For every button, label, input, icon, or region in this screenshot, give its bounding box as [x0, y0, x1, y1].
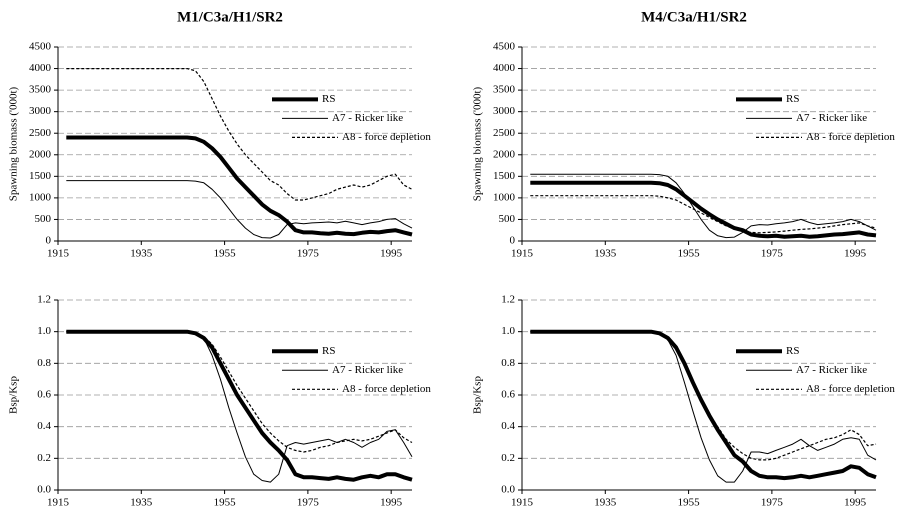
y-tick-label: 0.4	[501, 420, 515, 432]
x-tick-label: 1935	[594, 248, 617, 260]
x-tick-label: 1995	[380, 248, 403, 260]
series-line	[66, 180, 413, 239]
y-tick-label: 3500	[29, 84, 52, 96]
legend-label: A8 - force depletion	[806, 383, 895, 395]
x-tick-label: 1935	[594, 497, 617, 509]
y-tick-label: 1500	[29, 170, 52, 182]
y-tick-label: 0.6	[37, 389, 51, 401]
y-tick-label: 1000	[29, 191, 52, 203]
x-tick-label: 1935	[130, 248, 153, 260]
y-tick-label: 0.8	[501, 357, 515, 369]
series-line	[66, 331, 413, 453]
y-tick-label: 1.2	[501, 294, 515, 306]
y-tick-label: 3000	[493, 105, 516, 117]
legend-label: RS	[786, 93, 799, 105]
y-tick-label: 0.2	[501, 452, 515, 464]
series-line	[66, 331, 413, 483]
x-tick-label: 1975	[761, 248, 784, 260]
y-tick-label: 1500	[493, 170, 516, 182]
series-line	[530, 173, 877, 239]
y-tick-label: 0	[46, 235, 52, 247]
legend-label: RS	[786, 345, 799, 357]
y-tick-label: 4500	[29, 41, 52, 53]
legend-label: A8 - force depletion	[342, 383, 431, 395]
chart-title: M4/C3a/H1/SR2	[641, 9, 747, 25]
x-tick-label: 1975	[761, 497, 784, 509]
legend-label: A7 - Ricker like	[332, 112, 403, 124]
y-axis-label: Spawning biomass ('000t)	[472, 86, 484, 201]
series-line	[530, 195, 877, 234]
y-tick-label: 0.4	[37, 420, 51, 432]
y-axis-label: Spawning biomass ('000t)	[8, 86, 20, 201]
x-tick-label: 1955	[214, 248, 237, 260]
y-tick-label: 3000	[29, 105, 52, 117]
y-tick-label: 1.0	[501, 325, 515, 337]
legend-label: RS	[322, 345, 335, 357]
x-tick-label: 1955	[678, 497, 701, 509]
legend-label: A7 - Ricker like	[796, 364, 867, 376]
y-tick-label: 0.8	[37, 357, 51, 369]
x-tick-label: 1935	[130, 497, 153, 509]
y-tick-label: 0.2	[37, 452, 51, 464]
y-axis-label: Bsp/Ksp	[472, 376, 484, 414]
y-tick-label: 0.0	[501, 484, 515, 496]
legend-label: A7 - Ricker like	[332, 364, 403, 376]
x-tick-label: 1955	[678, 248, 701, 260]
y-tick-label: 500	[499, 213, 516, 225]
x-tick-label: 1915	[47, 248, 70, 260]
y-tick-label: 1.2	[37, 294, 51, 306]
series-line	[66, 135, 413, 237]
chart-title: M1/C3a/H1/SR2	[177, 9, 283, 25]
series-line	[66, 329, 413, 482]
y-tick-label: 3500	[493, 84, 516, 96]
y-tick-label: 2500	[29, 127, 52, 139]
series-line	[66, 68, 413, 201]
legend-label: A7 - Ricker like	[796, 112, 867, 124]
series-line	[530, 180, 877, 239]
legend-label: RS	[322, 93, 335, 105]
y-tick-label: 4500	[493, 41, 516, 53]
x-tick-label: 1915	[511, 248, 534, 260]
x-tick-label: 1915	[47, 497, 70, 509]
y-tick-label: 1000	[493, 191, 516, 203]
y-tick-label: 1.0	[37, 325, 51, 337]
x-tick-label: 1915	[511, 497, 534, 509]
series-line	[530, 331, 877, 483]
x-tick-label: 1955	[214, 497, 237, 509]
y-tick-label: 2000	[29, 148, 52, 160]
y-tick-label: 0.6	[501, 389, 515, 401]
x-tick-label: 1975	[297, 248, 320, 260]
x-tick-label: 1995	[844, 497, 867, 509]
y-axis-label: Bsp/Ksp	[8, 376, 20, 414]
y-tick-label: 0.0	[37, 484, 51, 496]
x-tick-label: 1995	[380, 497, 403, 509]
y-tick-label: 2000	[493, 148, 516, 160]
x-tick-label: 1995	[844, 248, 867, 260]
y-tick-label: 500	[35, 213, 52, 225]
y-tick-label: 4000	[29, 62, 52, 74]
y-tick-label: 2500	[493, 127, 516, 139]
series-line	[530, 331, 877, 461]
legend-label: A8 - force depletion	[806, 131, 895, 143]
y-tick-label: 4000	[493, 62, 516, 74]
series-line	[530, 329, 877, 481]
x-tick-label: 1975	[297, 497, 320, 509]
legend-label: A8 - force depletion	[342, 131, 431, 143]
y-tick-label: 0	[510, 235, 516, 247]
